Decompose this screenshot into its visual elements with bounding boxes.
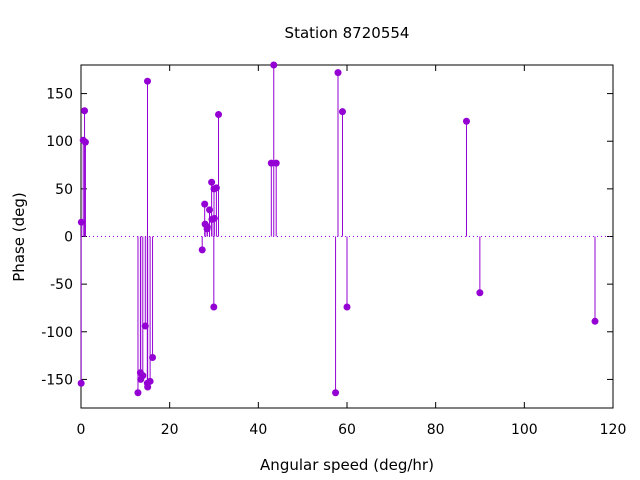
data-point (134, 389, 142, 397)
data-point (208, 178, 216, 186)
x-tick-label: 100 (511, 422, 538, 438)
x-axis-label: Angular speed (deg/hr) (260, 456, 434, 474)
data-point (272, 159, 280, 167)
data-point (144, 383, 152, 391)
data-point (81, 138, 89, 146)
data-point (476, 289, 484, 297)
data-point (201, 200, 209, 208)
y-tick-label: -50 (50, 277, 73, 293)
data-point (77, 218, 85, 226)
x-tick-label: 20 (161, 422, 179, 438)
data-point (81, 107, 89, 115)
data-point (338, 108, 346, 116)
data-point (267, 159, 275, 167)
markers (77, 61, 599, 397)
data-point (212, 184, 220, 192)
data-point (591, 317, 599, 325)
data-point (332, 389, 340, 397)
data-point (462, 117, 470, 125)
axes: 0 20 40 60 80 100 120 -150 -100 -50 0 50 100 150 (41, 64, 627, 438)
x-tick-label: 60 (338, 422, 356, 438)
y-tick-label: 100 (46, 134, 73, 150)
data-point (141, 322, 149, 330)
data-point (210, 303, 218, 311)
data-point (198, 246, 206, 254)
y-tick-label: 150 (46, 87, 73, 103)
x-tick-label: 80 (427, 422, 445, 438)
y-tick-label: 0 (64, 230, 73, 246)
data-point (210, 214, 218, 222)
data-point (206, 206, 214, 214)
stems (80, 65, 596, 393)
data-point (139, 372, 147, 380)
chart-title: Station 8720554 (285, 24, 410, 42)
y-tick-label: 50 (55, 182, 73, 198)
x-tick-label: 0 (77, 422, 86, 438)
x-tick-label: 40 (249, 422, 267, 438)
data-point (270, 61, 278, 69)
data-point (215, 111, 223, 119)
data-point (77, 379, 85, 387)
data-point (334, 69, 342, 77)
y-tick-label: -150 (41, 372, 73, 388)
data-point (149, 354, 157, 362)
y-axis-label: Phase (deg) (10, 192, 28, 282)
x-tick-label: 120 (600, 422, 627, 438)
data-point (203, 223, 211, 231)
y-tick-label: -100 (41, 325, 73, 341)
data-point (144, 77, 151, 85)
data-point (343, 303, 351, 311)
data-point (146, 377, 154, 385)
